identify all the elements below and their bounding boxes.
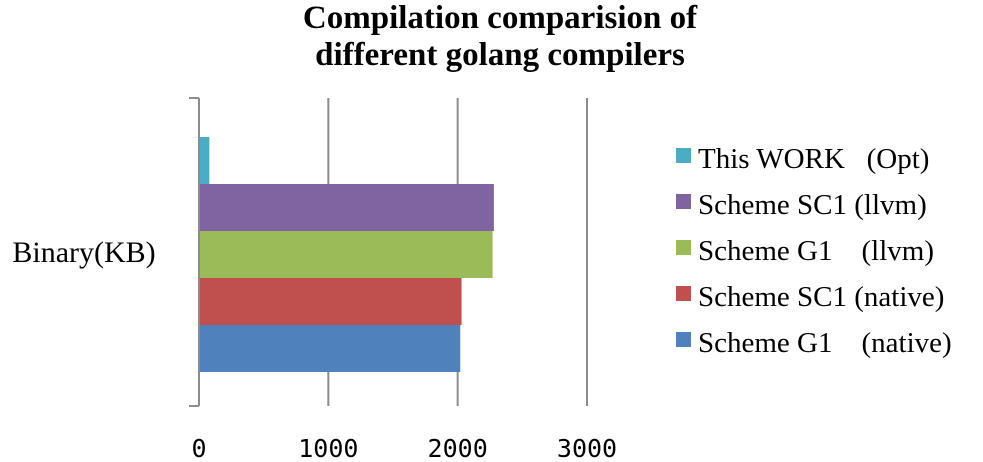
chart-title-line-1: Compilation comparision of — [303, 0, 698, 36]
bar — [200, 184, 494, 231]
bar — [200, 137, 210, 184]
chart-title-line-2: different golang compilers — [315, 37, 685, 73]
x-tick-label: 0 — [191, 434, 206, 462]
legend-swatch — [676, 332, 691, 347]
legend-swatch — [676, 240, 691, 255]
bar — [200, 278, 462, 325]
legend-label: This WORK (Opt) — [698, 143, 929, 175]
x-tick-labels: 0 1000 2000 3000 — [191, 434, 617, 462]
category-label: Binary(KB) — [12, 236, 155, 269]
legend-label: Scheme SC1 (native) — [698, 281, 944, 313]
legend-swatch — [676, 194, 691, 209]
legend: This WORK (Opt) Scheme SC1 (llvm) Scheme G… — [676, 143, 952, 359]
x-tick-label: 3000 — [557, 434, 617, 462]
legend-label: Scheme G1 (native) — [698, 327, 952, 359]
bar — [200, 325, 461, 372]
bars — [200, 137, 494, 372]
legend-label: Scheme G1 (llvm) — [698, 235, 934, 267]
legend-label: Scheme SC1 (llvm) — [698, 189, 927, 221]
legend-swatch — [676, 286, 691, 301]
x-tick-label: 2000 — [428, 434, 488, 462]
bar — [200, 231, 493, 278]
x-tick-label: 1000 — [298, 434, 358, 462]
axes — [189, 97, 200, 407]
legend-swatch — [676, 148, 691, 163]
